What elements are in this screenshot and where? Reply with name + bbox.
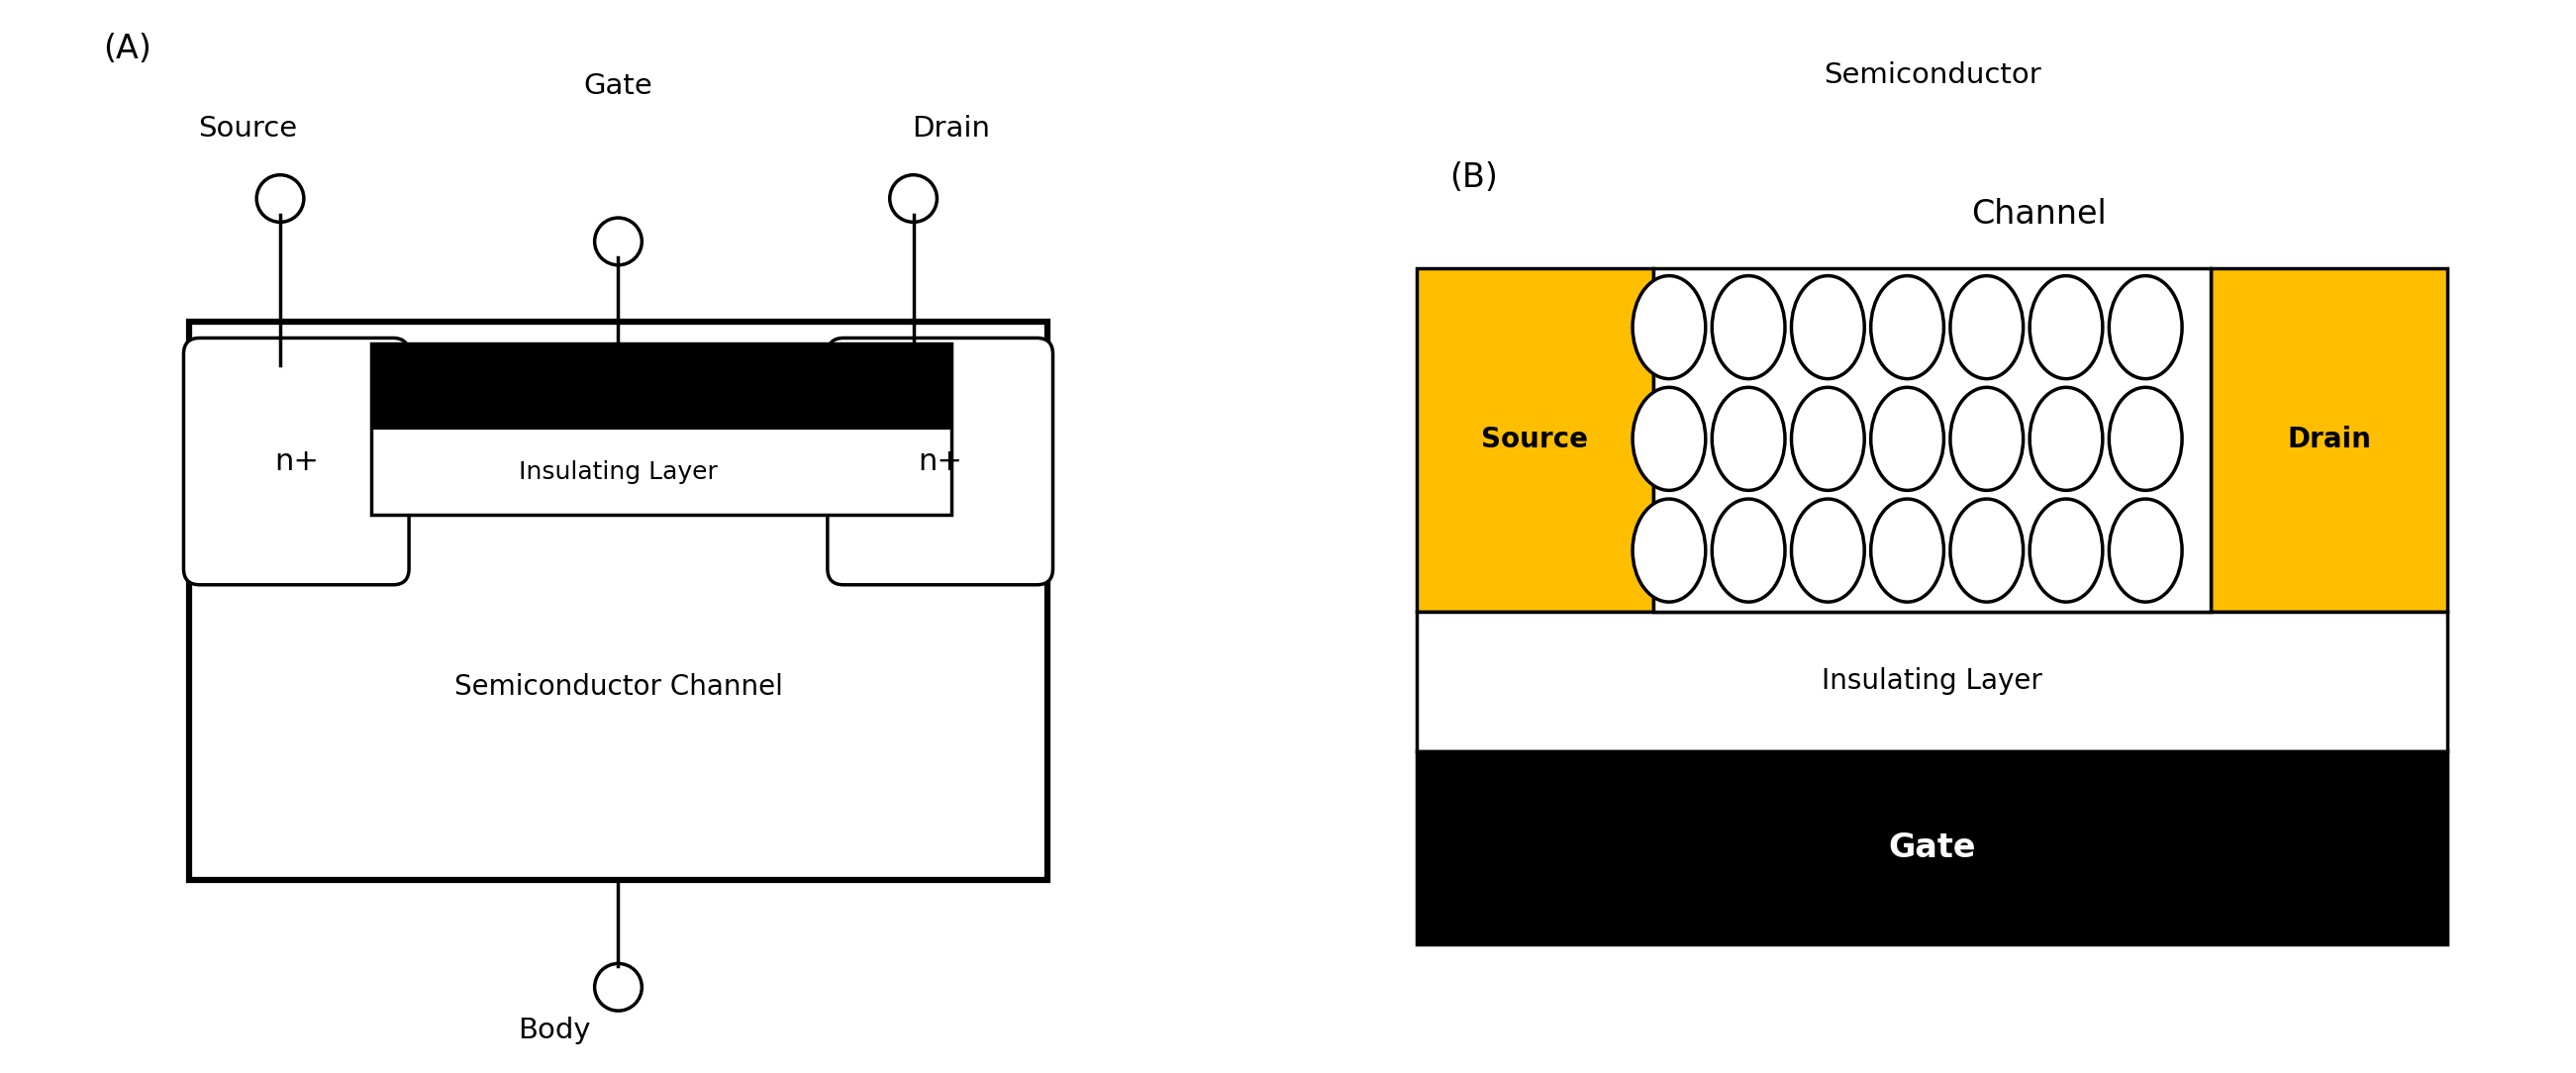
Text: Drain: Drain (2287, 426, 2370, 454)
Bar (1417, 751, 2447, 944)
Bar (1654, 268, 2210, 612)
Ellipse shape (2030, 499, 2102, 602)
Ellipse shape (1633, 499, 1705, 602)
Ellipse shape (2110, 387, 2182, 490)
Bar (371, 429, 951, 515)
Text: Semiconductor Channel: Semiconductor Channel (453, 673, 783, 701)
Ellipse shape (1790, 276, 1865, 379)
Text: Insulating Layer: Insulating Layer (1821, 667, 2043, 695)
FancyBboxPatch shape (183, 338, 410, 585)
Ellipse shape (1713, 499, 1785, 602)
Ellipse shape (1633, 387, 1705, 490)
Ellipse shape (1633, 276, 1705, 379)
Text: (B): (B) (1450, 161, 1497, 193)
Ellipse shape (1713, 387, 1785, 490)
Ellipse shape (2030, 387, 2102, 490)
Ellipse shape (1790, 499, 1865, 602)
Bar (1417, 612, 2447, 751)
Ellipse shape (1950, 499, 2022, 602)
Ellipse shape (2030, 276, 2102, 379)
Text: n+: n+ (917, 447, 963, 475)
Text: Drain: Drain (912, 115, 989, 143)
Text: (A): (A) (103, 32, 152, 64)
FancyBboxPatch shape (188, 322, 1048, 880)
Ellipse shape (1950, 276, 2022, 379)
Text: Source: Source (198, 115, 299, 143)
Ellipse shape (1950, 387, 2022, 490)
Bar (371, 343, 951, 515)
Text: Source: Source (1481, 426, 1589, 454)
Bar (371, 343, 951, 429)
Ellipse shape (1870, 387, 1945, 490)
Text: Gate: Gate (1888, 832, 1976, 864)
Text: Insulating Layer: Insulating Layer (518, 460, 719, 484)
Text: Body: Body (518, 1016, 590, 1044)
Ellipse shape (1790, 387, 1865, 490)
Ellipse shape (1870, 499, 1945, 602)
Ellipse shape (2110, 499, 2182, 602)
Text: Gate: Gate (585, 72, 652, 100)
Ellipse shape (2110, 276, 2182, 379)
Text: n+: n+ (273, 447, 319, 475)
Bar (2210, 268, 2447, 612)
FancyBboxPatch shape (827, 338, 1054, 585)
Text: Semiconductor: Semiconductor (1824, 61, 2040, 89)
Text: Channel: Channel (1971, 199, 2107, 231)
Ellipse shape (1870, 276, 1945, 379)
Bar (1417, 268, 1654, 612)
Ellipse shape (1713, 276, 1785, 379)
